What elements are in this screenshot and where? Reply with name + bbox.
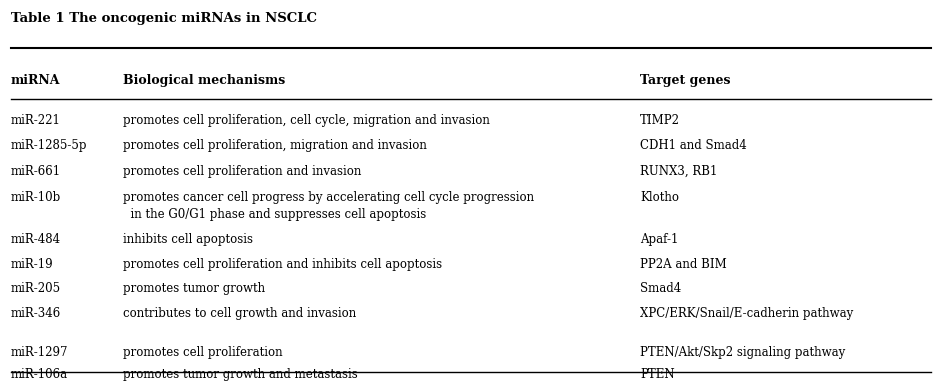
Text: contributes to cell growth and invasion: contributes to cell growth and invasion [123, 307, 357, 320]
Text: miRNA: miRNA [10, 74, 60, 87]
Text: XPC/ERK/Snail/E-cadherin pathway: XPC/ERK/Snail/E-cadherin pathway [640, 307, 853, 320]
Text: miR-1285-5p: miR-1285-5p [10, 139, 88, 152]
Text: miR-221: miR-221 [10, 114, 60, 127]
Text: miR-19: miR-19 [10, 257, 54, 270]
Text: promotes cancer cell progress by accelerating cell cycle progression
  in the G0: promotes cancer cell progress by acceler… [123, 191, 535, 221]
Text: miR-1297: miR-1297 [10, 346, 68, 359]
Text: promotes tumor growth and metastasis: promotes tumor growth and metastasis [123, 368, 358, 381]
Text: PTEN/Akt/Skp2 signaling pathway: PTEN/Akt/Skp2 signaling pathway [640, 346, 845, 359]
Text: Klotho: Klotho [640, 191, 679, 204]
Text: inhibits cell apoptosis: inhibits cell apoptosis [123, 233, 253, 246]
Text: miR-346: miR-346 [10, 307, 61, 320]
Text: miR-661: miR-661 [10, 165, 61, 178]
Text: promotes cell proliferation and inhibits cell apoptosis: promotes cell proliferation and inhibits… [123, 257, 443, 270]
Text: promotes cell proliferation, migration and invasion: promotes cell proliferation, migration a… [123, 139, 428, 152]
Text: PTEN: PTEN [640, 368, 674, 381]
Text: miR-10b: miR-10b [10, 191, 61, 204]
Text: Smad4: Smad4 [640, 282, 681, 295]
Text: miR-205: miR-205 [10, 282, 61, 295]
Text: PP2A and BIM: PP2A and BIM [640, 257, 727, 270]
Text: miR-106a: miR-106a [10, 368, 68, 381]
Text: promotes cell proliferation: promotes cell proliferation [123, 346, 284, 359]
Text: Apaf-1: Apaf-1 [640, 233, 678, 246]
Text: miR-484: miR-484 [10, 233, 61, 246]
Text: Table 1 The oncogenic miRNAs in NSCLC: Table 1 The oncogenic miRNAs in NSCLC [10, 13, 317, 26]
Text: Biological mechanisms: Biological mechanisms [123, 74, 285, 87]
Text: CDH1 and Smad4: CDH1 and Smad4 [640, 139, 747, 152]
Text: Target genes: Target genes [640, 74, 731, 87]
Text: promotes cell proliferation, cell cycle, migration and invasion: promotes cell proliferation, cell cycle,… [123, 114, 491, 127]
Text: RUNX3, RB1: RUNX3, RB1 [640, 165, 718, 178]
Text: TIMP2: TIMP2 [640, 114, 680, 127]
Text: promotes cell proliferation and invasion: promotes cell proliferation and invasion [123, 165, 362, 178]
Text: promotes tumor growth: promotes tumor growth [123, 282, 266, 295]
